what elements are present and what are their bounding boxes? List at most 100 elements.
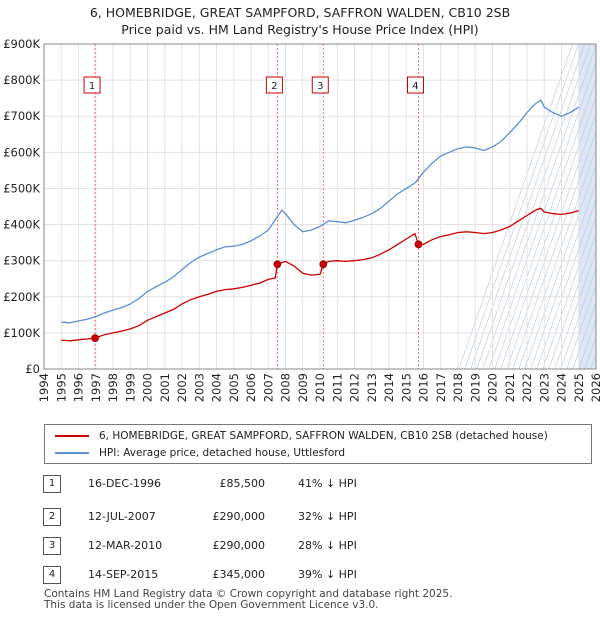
y-tick-label: £600K bbox=[3, 145, 40, 159]
x-tick-label: 1998 bbox=[106, 373, 120, 402]
x-tick-label: 1999 bbox=[123, 373, 137, 402]
x-tick-label: 2019 bbox=[468, 373, 482, 402]
y-tick-label: £500K bbox=[3, 181, 40, 195]
x-tick-label: 2011 bbox=[330, 373, 344, 402]
y-tick-label: £900K bbox=[3, 37, 40, 51]
sale-label-box bbox=[83, 76, 101, 94]
sale-point bbox=[273, 260, 282, 269]
x-tick-label: 2021 bbox=[503, 373, 517, 402]
future-hatch bbox=[506, 101, 600, 370]
x-tick-label: 2010 bbox=[313, 373, 327, 402]
x-tick-label: 2017 bbox=[434, 373, 448, 402]
footer-line2: This data is licensed under the Open Gov… bbox=[44, 599, 379, 611]
chart-title: 6, HOMEBRIDGE, GREAT SAMPFORD, SAFFRON W… bbox=[0, 4, 600, 38]
transaction-date: 14-SEP-2015 bbox=[88, 568, 159, 581]
x-tick-label: 1996 bbox=[72, 373, 86, 402]
transaction-row: 1 16-DEC-1996 £85,500 41% ↓ HPI bbox=[0, 475, 600, 497]
transaction-date: 12-MAR-2010 bbox=[88, 539, 163, 552]
future-hatch bbox=[524, 153, 600, 370]
x-tick-label: 2013 bbox=[365, 373, 379, 402]
legend-label-hpi: HPI: Average price, detached house, Uttl… bbox=[99, 447, 346, 459]
transaction-hpi: 39% ↓ HPI bbox=[298, 568, 357, 581]
sale-point bbox=[91, 334, 99, 343]
transaction-number: 2 bbox=[43, 508, 61, 526]
x-tick-label: 2012 bbox=[348, 373, 362, 402]
future-hatch bbox=[512, 118, 600, 370]
transaction-price: £85,500 bbox=[219, 477, 266, 490]
x-tick-label: 2002 bbox=[175, 373, 189, 402]
y-tick-label: £700K bbox=[3, 109, 40, 123]
y-tick-label: £400K bbox=[3, 218, 40, 232]
transaction-number: 4 bbox=[43, 566, 61, 584]
chart-title-line2: Price paid vs. HM Land Registry's House … bbox=[121, 22, 479, 37]
transaction-row: 3 12-MAR-2010 £290,000 28% ↓ HPI bbox=[0, 537, 600, 559]
future-hatch bbox=[482, 43, 597, 370]
x-tick-label: 2008 bbox=[279, 373, 293, 402]
sale-label-box bbox=[406, 76, 424, 94]
transaction-hpi: 41% ↓ HPI bbox=[298, 477, 357, 490]
footer: Contains HM Land Registry data © Crown c… bbox=[44, 589, 584, 611]
x-tick-label: 2007 bbox=[261, 373, 275, 402]
x-tick-label: 2020 bbox=[486, 373, 500, 402]
x-tick-label: 2024 bbox=[555, 373, 569, 402]
future-hatch bbox=[572, 290, 600, 370]
x-tick-label: 2009 bbox=[296, 373, 310, 402]
future-hatch bbox=[554, 238, 600, 370]
transaction-price: £345,000 bbox=[212, 568, 266, 581]
sale-label-number: 3 bbox=[317, 81, 323, 92]
x-tick-label: 2001 bbox=[158, 373, 172, 402]
x-tick-label: 2026 bbox=[589, 373, 600, 402]
legend-item-hpi: HPI: Average price, detached house, Uttl… bbox=[55, 445, 345, 461]
legend: 6, HOMEBRIDGE, GREAT SAMPFORD, SAFFRON W… bbox=[44, 424, 592, 464]
x-tick-label: 1995 bbox=[54, 373, 68, 402]
x-tick-label: 1994 bbox=[37, 373, 51, 402]
future-hatch bbox=[470, 43, 585, 370]
future-hatch bbox=[476, 43, 591, 370]
transaction-price: £290,000 bbox=[212, 539, 266, 552]
sale-point bbox=[319, 260, 328, 269]
shade-clip bbox=[596, 42, 600, 371]
x-tick-label: 2025 bbox=[572, 373, 586, 402]
x-tick-label: 2005 bbox=[227, 373, 241, 402]
transaction-hpi: 28% ↓ HPI bbox=[298, 539, 357, 552]
future-hatch bbox=[488, 50, 600, 370]
transaction-date: 12-JUL-2007 bbox=[88, 510, 156, 523]
y-tick-label: £800K bbox=[3, 73, 40, 87]
transaction-row: 4 14-SEP-2015 £345,000 39% ↓ HPI bbox=[0, 566, 600, 588]
y-tick-label: £100K bbox=[3, 326, 40, 340]
x-tick-label: 2015 bbox=[399, 373, 413, 402]
future-hatch bbox=[548, 221, 600, 370]
future-hatch bbox=[464, 43, 579, 370]
transaction-row: 2 12-JUL-2007 £290,000 32% ↓ HPI bbox=[0, 508, 600, 530]
x-tick-label: 1997 bbox=[89, 373, 103, 402]
future-hatch bbox=[566, 273, 600, 370]
x-tick-label: 2006 bbox=[244, 373, 258, 402]
x-tick-label: 2016 bbox=[417, 373, 431, 402]
future-hatch bbox=[530, 170, 600, 370]
future-hatch bbox=[536, 187, 600, 370]
y-tick-label: £0 bbox=[25, 362, 40, 376]
future-hatch bbox=[458, 43, 573, 370]
x-tick-label: 2004 bbox=[210, 373, 224, 402]
future-hatch bbox=[560, 255, 600, 370]
chart-title-line1: 6, HOMEBRIDGE, GREAT SAMPFORD, SAFFRON W… bbox=[89, 5, 511, 20]
legend-item-property: 6, HOMEBRIDGE, GREAT SAMPFORD, SAFFRON W… bbox=[55, 428, 548, 444]
sale-label-box bbox=[265, 76, 283, 94]
x-tick-label: 2022 bbox=[520, 373, 534, 402]
sale-label-number: 4 bbox=[412, 81, 418, 92]
transaction-price: £290,000 bbox=[212, 510, 266, 523]
transaction-hpi: 32% ↓ HPI bbox=[298, 510, 357, 523]
future-hatch bbox=[518, 135, 600, 370]
sale-label-number: 2 bbox=[271, 81, 277, 92]
x-tick-label: 2000 bbox=[141, 373, 155, 402]
transaction-date: 16-DEC-1996 bbox=[88, 477, 162, 490]
price-chart: 1 2 3 4 £0 £100K £200K £300K £400K £500K £600K £70… bbox=[3, 37, 600, 402]
footer-line1: Contains HM Land Registry data © Crown c… bbox=[44, 588, 453, 600]
x-tick-label: 2014 bbox=[382, 373, 396, 402]
legend-swatch-hpi bbox=[55, 452, 89, 454]
y-tick-label: £200K bbox=[3, 290, 40, 304]
sale-label-number: 1 bbox=[89, 81, 95, 92]
legend-swatch-property bbox=[55, 435, 89, 437]
hpi-line bbox=[61, 99, 580, 324]
sale-label-box bbox=[311, 76, 329, 94]
